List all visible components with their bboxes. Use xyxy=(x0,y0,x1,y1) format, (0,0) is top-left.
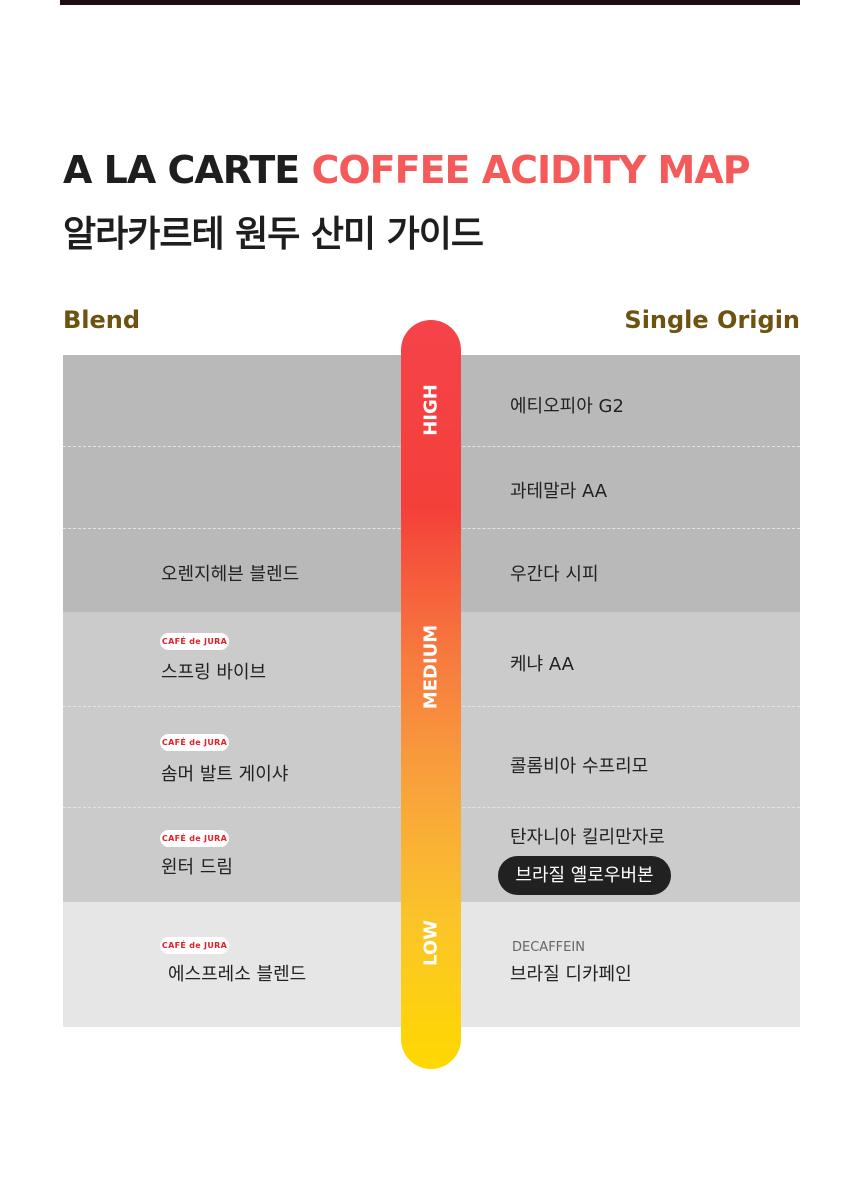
single-origin-item: 탄자니아 킬리만자로 xyxy=(510,827,665,848)
decaf-label: DECAFFEIN xyxy=(512,940,585,955)
single-origin-item: 에티오피아 G2 xyxy=(510,396,624,417)
blend-item: 오렌지헤븐 블렌드 xyxy=(161,564,300,585)
level-medium: MEDIUM xyxy=(420,624,442,710)
highlighted-single-origin-item: 브라질 옐로우버본 xyxy=(498,856,671,895)
page-subtitle: 알라카르테 원두 산미 가이드 xyxy=(63,214,484,255)
acidity-gradient-bar xyxy=(401,320,461,1069)
cafe-de-jura-badge: CAFÉ de JURA xyxy=(160,633,229,650)
single-origin-item: 콜롬비아 수프리모 xyxy=(510,756,649,777)
blend-item: 솜머 발트 게이샤 xyxy=(161,764,289,785)
page-title: A LA CARTE COFFEE ACIDITY MAP xyxy=(63,148,751,192)
blend-item: 스프링 바이브 xyxy=(161,662,267,683)
cafe-de-jura-badge: CAFÉ de JURA xyxy=(160,937,229,954)
single-origin-header: Single Origin xyxy=(624,306,800,334)
single-origin-item: 과테말라 AA xyxy=(510,481,608,502)
level-high: HIGH xyxy=(420,384,442,436)
cafe-de-jura-badge: CAFÉ de JURA xyxy=(160,734,229,751)
cafe-de-jura-badge: CAFÉ de JURA xyxy=(160,830,229,847)
level-low: LOW xyxy=(420,920,442,966)
single-origin-item: 브라질 디카페인 xyxy=(510,964,632,985)
blend-header: Blend xyxy=(63,306,141,334)
top-divider xyxy=(60,0,800,5)
title-accent: COFFEE ACIDITY MAP xyxy=(311,148,750,192)
title-prefix: A LA CARTE xyxy=(63,148,300,192)
single-origin-item: 케냐 AA xyxy=(510,654,574,675)
blend-item: 윈터 드림 xyxy=(161,857,233,878)
single-origin-item: 우간다 시피 xyxy=(510,564,599,585)
blend-item: 에스프레소 블렌드 xyxy=(168,964,307,985)
